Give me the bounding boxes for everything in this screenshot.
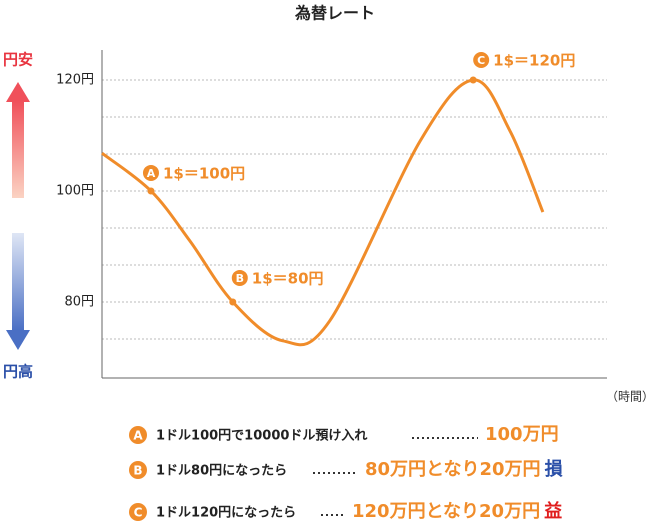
label-letter: A (147, 167, 156, 180)
label-letter: C (477, 54, 485, 67)
rate-line (101, 78, 545, 347)
note-result: 120万円となり20万円 (352, 501, 540, 522)
note-badge (129, 461, 147, 479)
note-letter: C (134, 506, 143, 520)
point-marker (229, 298, 237, 306)
chart-title: 為替レート (295, 4, 375, 23)
annotation-label: 1$＝120円 (493, 51, 575, 69)
y-up-label: 円安 (3, 51, 33, 69)
point-marker (147, 187, 155, 195)
up-arrow-head (6, 82, 30, 102)
point-marker (469, 76, 477, 84)
note-text: 1ドル120円になったら (156, 506, 296, 521)
up-arrow-shaft (12, 101, 24, 198)
note-outcome: 損 (545, 458, 564, 480)
note-badge (129, 503, 147, 521)
note-text: 1ドル100円で10000ドル預け入れ (156, 429, 367, 444)
down-arrow-head (6, 330, 30, 350)
x-axis-label: （時間） (606, 390, 650, 404)
label-badge (231, 269, 248, 286)
annotation-label: 1$＝100円 (163, 164, 245, 182)
note-badge (129, 426, 147, 444)
note-letter: A (133, 429, 143, 443)
label-letter: B (236, 272, 244, 285)
note-letter: B (133, 464, 142, 478)
note-result: 100万円 (485, 424, 559, 445)
y-down-label: 円高 (3, 363, 33, 381)
note-text: 1ドル80円になったら (156, 464, 287, 479)
y-tick-label: 80円 (64, 294, 94, 309)
note-outcome: 益 (544, 500, 562, 522)
y-tick-label: 100円 (56, 183, 94, 198)
label-badge (142, 164, 159, 181)
annotation-label: 1$＝80円 (252, 269, 324, 287)
label-badge (473, 51, 490, 68)
y-tick-label: 120円 (56, 72, 94, 87)
note-result: 80万円となり20万円 (365, 459, 541, 480)
down-arrow-shaft (12, 233, 24, 331)
